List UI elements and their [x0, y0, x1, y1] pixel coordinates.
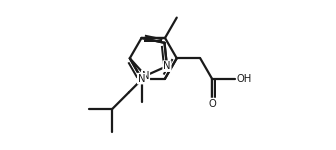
- Text: N: N: [163, 61, 171, 71]
- Text: OH: OH: [237, 74, 252, 84]
- Text: N: N: [142, 71, 149, 81]
- Text: N: N: [138, 74, 145, 84]
- Text: O: O: [208, 99, 216, 109]
